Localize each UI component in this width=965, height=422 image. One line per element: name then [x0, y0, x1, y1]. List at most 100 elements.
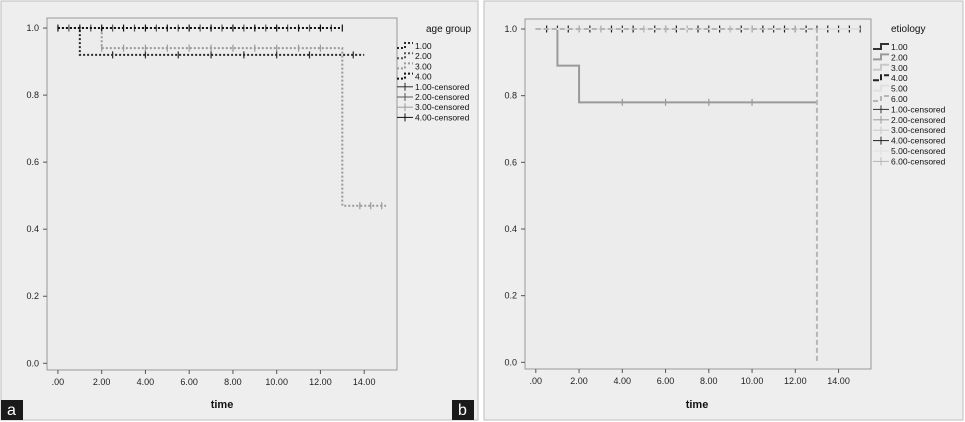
panel-b-y-tick-label: 0.4 [504, 224, 517, 234]
legend-item: 4.00 [397, 72, 432, 82]
panel-b-x-tick-label: .00 [530, 376, 543, 386]
panel-a-legend: 1.002.003.004.001.00-censored2.00-censor… [397, 41, 470, 122]
panel-a-plot-area [46, 17, 398, 371]
panel-b-x-tick-label: 14.00 [827, 376, 850, 386]
legend-label: 6.00 [891, 94, 908, 104]
panel-a: 0.0 0.2 0.4 0.6 0.8 1.0 .00 2.00 4.00 6.00 8.00 10… [0, 0, 479, 421]
panel-a-y-tick-label: 1.0 [26, 23, 39, 33]
panel-a-y-tick-label: 0.4 [26, 224, 39, 234]
panel-b-y-tick-label: 0.0 [504, 357, 517, 367]
panel-a-y-tick-label: 0.2 [26, 291, 39, 301]
legend-label: 4.00-censored [891, 136, 946, 146]
legend-label: 2.00-censored [415, 92, 470, 102]
legend-line-symbol [873, 95, 889, 102]
panel-a-legend-title: age group [426, 24, 471, 35]
panel-a-y-tick-label: 0.0 [26, 358, 39, 368]
panel-a-x-tick-label: 8.00 [224, 377, 242, 387]
panel-b-x-tick-label: 6.00 [657, 376, 675, 386]
panel-a-x-tick-label: 14.00 [353, 377, 376, 387]
legend-line-symbol [873, 84, 889, 92]
panel-b-y-tick-label: 0.6 [504, 157, 517, 167]
panel-b-y-tick-label: 1.0 [504, 24, 517, 34]
panel-b-x-tick-label: 8.00 [700, 376, 718, 386]
legend-label: 6.00-censored [891, 156, 946, 166]
panel-a-x-tick-label: .00 [52, 377, 65, 387]
legend-label: 1.00 [415, 41, 432, 51]
legend-item: 4.00-censored [873, 136, 946, 146]
panel-b-y-tick-label: 0.2 [504, 291, 517, 301]
legend-item: 6.00 [873, 94, 908, 104]
legend-item: 3.00 [873, 63, 908, 73]
legend-item: 2.00 [397, 51, 432, 61]
panel-b-x-axis-title: time [686, 399, 709, 411]
legend-item: 1.00-censored [873, 104, 946, 114]
panel-a-x-tick-label: 2.00 [93, 377, 111, 387]
legend-label: 2.00-censored [891, 115, 946, 125]
legend-item: 1.00 [873, 42, 908, 52]
panel-a-x-tick-label: 6.00 [180, 377, 198, 387]
legend-item: 3.00-censored [873, 125, 946, 135]
panel-b-x-tick-label: 12.00 [784, 376, 807, 386]
panel-b-x-tick-label: 10.00 [741, 376, 764, 386]
legend-line-symbol [397, 62, 413, 70]
panel-b-legend: 1.002.003.004.005.006.001.00-censored2.0… [873, 42, 946, 166]
legend-label: 5.00-censored [891, 146, 946, 156]
legend-label: 3.00-censored [415, 102, 470, 112]
panel-a-y-tick-label: 0.8 [26, 90, 39, 100]
legend-label: 4.00-censored [415, 112, 470, 122]
legend-line-symbol [873, 63, 889, 71]
panel-a-x-tick-label: 4.00 [137, 377, 155, 387]
survival-curve-6.00 [535, 28, 818, 363]
panel-b-y-tick-label: 0.8 [504, 91, 517, 101]
panel-a-y-axis: 0.0 0.2 0.4 0.6 0.8 1.0 [26, 23, 47, 368]
panel-b-letter: b [458, 402, 467, 419]
legend-label: 3.00 [891, 63, 908, 73]
panel-a-y-tick-label: 0.6 [26, 157, 39, 167]
legend-line-symbol [397, 72, 413, 80]
legend-label: 2.00 [891, 52, 908, 62]
legend-line-symbol [873, 53, 889, 61]
legend-item: 1.00-censored [397, 82, 470, 92]
panel-b-x-tick-label: 2.00 [570, 376, 588, 386]
panel-a-marks [57, 24, 387, 210]
legend-line-symbol [397, 52, 413, 60]
legend-item: 2.00 [873, 52, 908, 62]
legend-item: 2.00-censored [873, 115, 946, 125]
panel-a-x-tick-label: 10.00 [265, 377, 288, 387]
legend-label: 5.00 [891, 84, 908, 94]
legend-label: 1.00 [891, 42, 908, 52]
panel-b-x-axis: .00 2.00 4.00 6.00 8.00 10.00 12.00 14.00 [530, 369, 850, 386]
panel-a-x-axis: .00 2.00 4.00 6.00 8.00 10.00 12.00 14.00 [52, 370, 376, 387]
panel-b-legend-title: etiology [891, 24, 925, 35]
legend-label: 1.00-censored [415, 82, 470, 92]
legend-label: 3.00-censored [891, 125, 946, 135]
legend-item: 6.00-censored [873, 156, 946, 166]
panel-b-y-axis: 0.0 0.2 0.4 0.6 0.8 1.0 [504, 24, 525, 367]
legend-label: 4.00 [415, 72, 432, 82]
panel-b-plot-area [524, 18, 872, 370]
legend-item: 1.00 [397, 41, 432, 51]
legend-item: 4.00 [873, 73, 908, 83]
panel-b: 0.0 0.2 0.4 0.6 0.8 1.0 .00 2.00 4.00 6.00 8.00 10… [452, 0, 964, 421]
legend-label: 4.00 [891, 73, 908, 83]
legend-item: 3.00 [397, 61, 432, 71]
panel-a-x-axis-title: time [211, 399, 234, 411]
panel-a-letter-box [1, 400, 23, 420]
legend-item: 3.00-censored [397, 102, 470, 112]
panel-b-x-tick-label: 4.00 [614, 376, 632, 386]
legend-label: 1.00-censored [891, 104, 946, 114]
legend-label: 2.00 [415, 51, 432, 61]
legend-item: 5.00 [873, 84, 908, 94]
panel-b-letter-box [452, 400, 474, 420]
legend-line-symbol [397, 42, 413, 49]
legend-item: 5.00-censored [873, 146, 946, 156]
panel-a-letter: a [7, 402, 16, 419]
legend-line-symbol [873, 74, 889, 82]
legend-line-symbol [873, 43, 889, 50]
panel-a-x-tick-label: 12.00 [309, 377, 332, 387]
legend-label: 3.00 [415, 61, 432, 71]
panel-b-marks [535, 25, 861, 363]
legend-item: 2.00-censored [397, 92, 470, 102]
legend-item: 4.00-censored [397, 112, 470, 122]
